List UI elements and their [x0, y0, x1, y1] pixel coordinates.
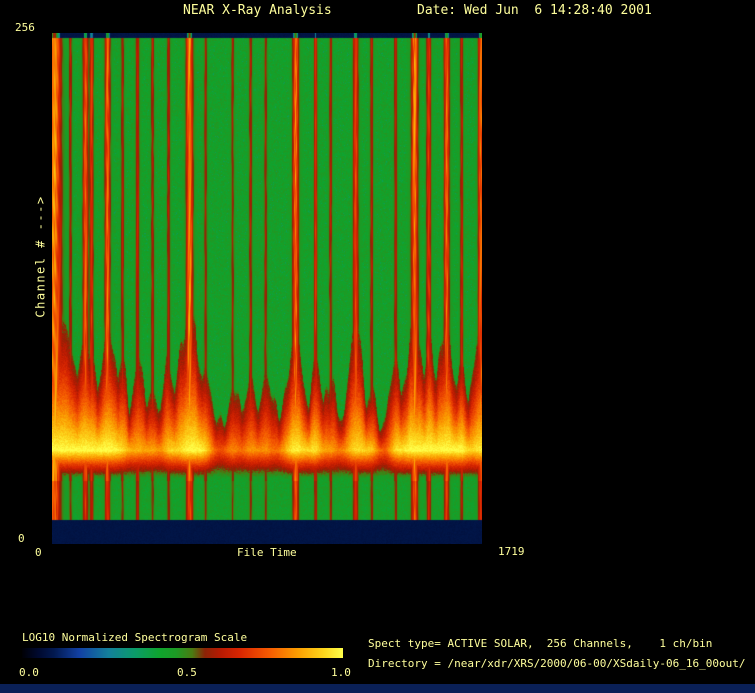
- colorbar-tick-min: 0.0: [19, 666, 39, 679]
- date-stamp: Date: Wed Jun 6 14:28:40 2001: [417, 3, 652, 18]
- x-axis-max-label: 1719: [498, 545, 525, 558]
- spectrogram-heatmap: [52, 33, 482, 544]
- colorbar-gradient: [22, 648, 343, 658]
- colorbar-title: LOG10 Normalized Spectrogram Scale: [22, 631, 248, 644]
- y-axis-max-label: 256: [15, 21, 35, 34]
- bottom-color-strip: [0, 684, 755, 693]
- x-axis-title: File Time: [237, 546, 297, 559]
- window-title: NEAR X-Ray Analysis: [183, 3, 332, 18]
- directory-text: Directory = /near/xdr/XRS/2000/06-00/XSd…: [368, 657, 746, 670]
- colorbar-tick-mid: 0.5: [177, 666, 197, 679]
- y-axis-min-label: 0: [18, 532, 25, 545]
- spect-type-text: Spect type= ACTIVE SOLAR, 256 Channels, …: [368, 637, 713, 650]
- y-axis-title: Channel # --->: [33, 195, 48, 318]
- x-axis-min-label: 0: [35, 546, 42, 559]
- colorbar-tick-max: 1.0: [331, 666, 351, 679]
